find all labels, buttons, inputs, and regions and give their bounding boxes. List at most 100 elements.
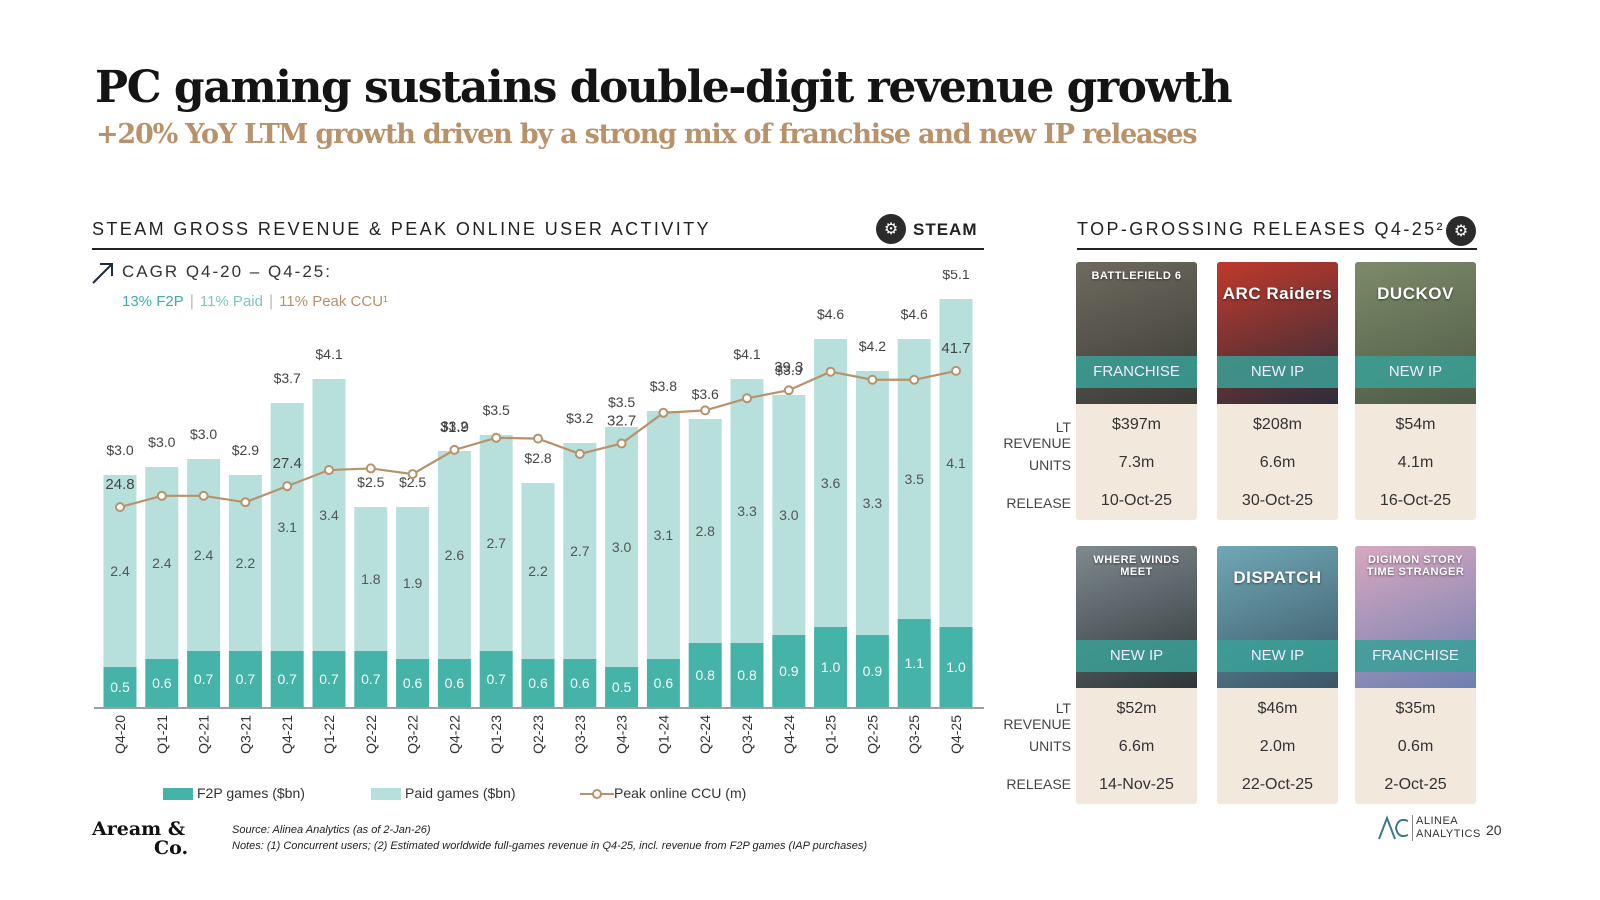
row-label-lt-revenue: LT REVENUE [1003, 700, 1071, 732]
game-card[interactable]: ARC Raiders NEW IP $208m 6.6m 30-Oct-25 [1217, 262, 1338, 520]
ccu-point [365, 463, 376, 474]
steam-logo-icon: ⚙ [876, 214, 906, 244]
ccu-point [282, 481, 293, 492]
game-card[interactable]: DIGIMON STORY TIME STRANGER FRANCHISE $35m… [1355, 546, 1476, 804]
bar-paid [772, 395, 806, 635]
game-units: 2.0m [1259, 738, 1296, 755]
page-number: 20 [1486, 822, 1502, 838]
bar-paid [855, 371, 889, 635]
total-value-label: $2.8 [524, 450, 551, 466]
paid-value-label: 3.0 [612, 539, 632, 555]
x-tick-label: Q2-25 [864, 715, 880, 754]
ccu-point [407, 469, 418, 480]
paid-value-label: 3.5 [904, 471, 924, 487]
f2p-value-label: 0.6 [570, 675, 590, 691]
game-card[interactable]: WHERE WINDS MEET NEW IP $52m 6.6m 14-Nov-25 [1076, 546, 1197, 804]
f2p-value-label: 0.7 [361, 671, 381, 687]
bar-paid [605, 427, 639, 667]
paid-value-label: 2.2 [236, 555, 256, 571]
game-ip-tag: NEW IP [1355, 356, 1476, 388]
x-tick-label: Q1-24 [655, 715, 671, 754]
bar-f2p [312, 651, 346, 707]
cagr-separator: | [268, 293, 274, 310]
f2p-value-label: 0.7 [194, 671, 214, 687]
alinea-wordmark: ALINEA ANALYTICS [1412, 815, 1481, 841]
bar-f2p [730, 643, 764, 707]
legend-paid: Paid games ($bn) [371, 785, 516, 801]
releases-section-heading: TOP-GROSSING RELEASES Q4-25² [1077, 219, 1445, 239]
chart-section-heading: STEAM GROSS REVENUE & PEAK ONLINE USER A… [92, 219, 711, 239]
page-title: PC gaming sustains double-digit revenue … [95, 62, 1233, 113]
game-cover-image: WHERE WINDS MEET NEW IP [1076, 546, 1197, 688]
cagr-paid: 11% Paid [199, 293, 263, 310]
f2p-value-label: 0.7 [236, 671, 256, 687]
f2p-value-label: 0.6 [528, 675, 548, 691]
game-ip-tag: NEW IP [1217, 356, 1338, 388]
bar-paid [354, 507, 388, 651]
ccu-point [491, 432, 502, 443]
bar-paid [730, 379, 764, 643]
game-card[interactable]: BATTLEFIELD 6 FRANCHISE $397m 7.3m 10-Oct-25 [1076, 262, 1197, 520]
ccu-value-label: 39.3 [774, 359, 803, 376]
f2p-value-label: 0.8 [695, 667, 715, 683]
game-lt-revenue: $52m [1116, 700, 1157, 717]
footnotes: Notes: (1) Concurrent users; (2) Estimat… [232, 840, 867, 852]
game-ip-tag: FRANCHISE [1076, 356, 1197, 388]
game-card[interactable]: DUCKOV NEW IP $54m 4.1m 16-Oct-25 [1355, 262, 1476, 520]
f2p-value-label: 0.8 [737, 667, 757, 683]
game-release-date: 2-Oct-25 [1384, 776, 1447, 793]
paid-value-label: 3.4 [319, 507, 339, 523]
bar-paid [521, 483, 555, 659]
game-title: DUCKOV [1377, 284, 1454, 303]
bar-f2p [354, 651, 388, 707]
legend-f2p-swatch [163, 788, 193, 801]
ccu-value-label: 31.9 [440, 419, 469, 436]
x-tick-label: Q2-21 [196, 715, 212, 754]
bar-f2p [396, 659, 430, 707]
bar-paid [563, 443, 597, 659]
f2p-value-label: 0.9 [779, 663, 799, 679]
cagr-f2p: 13% F2P [122, 293, 184, 310]
x-tick-label: Q4-21 [279, 715, 295, 754]
game-lt-revenue: $54m [1395, 416, 1436, 433]
game-ip-tag: FRANCHISE [1355, 640, 1476, 672]
x-tick-label: Q1-21 [154, 715, 170, 754]
f2p-value-label: 1.0 [946, 659, 966, 675]
game-cover-image: DIGIMON STORY TIME STRANGER FRANCHISE [1355, 546, 1476, 688]
f2p-value-label: 0.6 [654, 675, 674, 691]
bar-f2p [814, 627, 848, 707]
f2p-value-label: 0.9 [863, 663, 883, 679]
game-lt-revenue: $46m [1257, 700, 1298, 717]
total-value-label: $3.8 [650, 378, 677, 394]
ccu-point [574, 448, 585, 459]
chart-section-divider [92, 248, 984, 250]
paid-value-label: 3.3 [737, 503, 757, 519]
f2p-value-label: 0.5 [110, 679, 130, 695]
row-label-lt-revenue: LT REVENUE [1003, 419, 1071, 451]
bar-f2p [855, 635, 889, 707]
alinea-line-1: ALINEA [1416, 815, 1459, 827]
bar-f2p [646, 659, 680, 707]
alinea-logo-icon [1378, 815, 1409, 840]
x-tick-label: Q4-24 [781, 715, 797, 754]
total-value-label: $4.1 [315, 346, 342, 362]
bar-paid [897, 339, 931, 619]
total-value-label: $3.9 [775, 362, 802, 378]
bar-f2p [437, 659, 471, 707]
bar-f2p [897, 619, 931, 707]
row-label-release: RELEASE [1006, 495, 1071, 511]
bar-f2p [772, 635, 806, 707]
total-value-label: $3.5 [608, 394, 635, 410]
legend-f2p: F2P games ($bn) [163, 785, 305, 801]
cagr-label: CAGR Q4-20 – Q4-25: [122, 262, 332, 281]
x-tick-label: Q4-23 [614, 715, 630, 754]
game-title: BATTLEFIELD 6 [1091, 270, 1182, 282]
legend-f2p-label: F2P games ($bn) [197, 785, 305, 801]
legend-ccu-marker-icon [580, 789, 614, 800]
paid-value-label: 2.8 [695, 523, 715, 539]
f2p-value-label: 1.0 [821, 659, 841, 675]
revenue-ccu-chart: 0.5 2.4 $3.0 Q4-20 0.6 2.4 $3.0 Q1-21 0.7 2.4 $3.0… [94, 270, 984, 754]
game-units: 4.1m [1397, 454, 1434, 471]
bar-paid [270, 403, 304, 651]
game-card[interactable]: DISPATCH NEW IP $46m 2.0m 22-Oct-25 [1217, 546, 1338, 804]
